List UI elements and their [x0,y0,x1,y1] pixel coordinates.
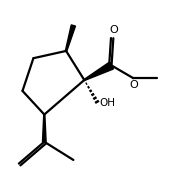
Polygon shape [84,62,113,80]
Polygon shape [65,25,76,51]
Text: O: O [109,26,118,35]
Text: OH: OH [100,98,116,108]
Text: O: O [129,80,138,90]
Polygon shape [42,114,46,142]
